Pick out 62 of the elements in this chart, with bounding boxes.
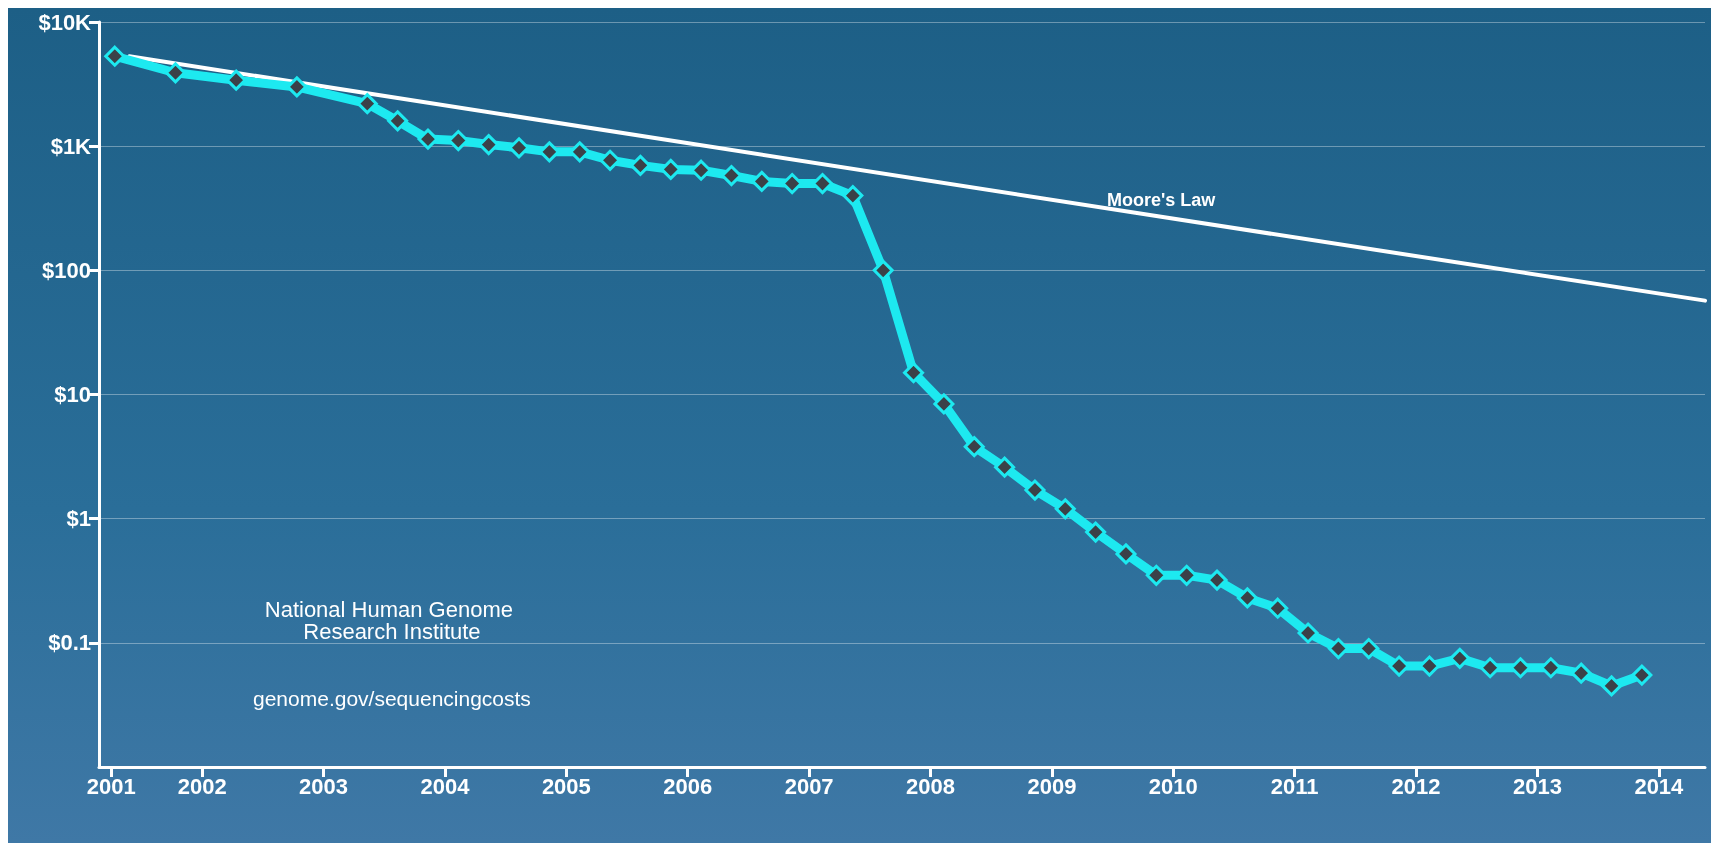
point: [903, 362, 925, 384]
y-tick-label: $100: [42, 257, 91, 283]
point: [1297, 622, 1319, 644]
x-tick-label: 2009: [1027, 773, 1077, 799]
point: [1601, 675, 1623, 697]
point: [1176, 564, 1198, 586]
point: [1631, 664, 1653, 686]
annotation: National Human Genome Research Institute: [264, 596, 520, 644]
point: [508, 137, 530, 159]
series-label: Moore's Law: [1107, 189, 1217, 210]
y-tick-label: $10: [54, 382, 91, 407]
point: [286, 76, 308, 98]
point: [1570, 662, 1592, 684]
point: [1358, 638, 1380, 660]
y-tick-label: $1: [66, 506, 91, 532]
point: [1145, 564, 1167, 586]
point: [963, 436, 985, 458]
point: [356, 93, 378, 115]
point: [387, 110, 409, 132]
point: [1267, 597, 1289, 619]
point: [933, 393, 955, 415]
point: [599, 149, 621, 171]
point: [1115, 543, 1137, 565]
x-tick-label: 2012: [1391, 773, 1441, 799]
point: [1540, 657, 1562, 679]
point: [538, 141, 560, 163]
x-tick-label: 2011: [1270, 773, 1319, 799]
point: [1388, 655, 1410, 677]
x-tick-label: 2002: [177, 773, 227, 799]
x-tick-label: 2008: [906, 773, 955, 799]
point: [781, 173, 803, 195]
point: [225, 69, 247, 91]
y-tick-label: $0.1: [48, 630, 91, 656]
x-tick-label: 2004: [420, 773, 471, 799]
point: [164, 62, 186, 84]
point: [994, 456, 1016, 478]
point: [1085, 521, 1107, 543]
point: [1024, 479, 1046, 501]
x-tick-label: 2014: [1634, 773, 1685, 799]
point: [842, 185, 864, 207]
y-tick-label: $10K: [38, 9, 92, 35]
annotation: genome.gov/sequencingcosts: [253, 686, 531, 710]
point: [1449, 647, 1471, 669]
point: [1206, 569, 1228, 591]
point: [1327, 638, 1349, 660]
point: [1054, 498, 1076, 520]
point: [872, 259, 894, 281]
x-tick-label: 2005: [541, 773, 591, 799]
point: [569, 141, 591, 163]
x-tick-label: 2001: [86, 773, 136, 799]
point: [720, 165, 742, 187]
point: [629, 154, 651, 176]
x-tick-label: 2007: [784, 773, 834, 799]
x-tick-label: 2010: [1148, 773, 1198, 799]
x-tick-label: 2003: [299, 773, 349, 799]
point: [1479, 657, 1501, 679]
point: [1236, 587, 1258, 609]
x-tick-label: 2006: [663, 773, 713, 799]
point: [751, 170, 773, 192]
x-tick-label: 2013: [1513, 773, 1562, 799]
point: [104, 45, 126, 67]
y-tick-label: $1K: [50, 133, 92, 159]
